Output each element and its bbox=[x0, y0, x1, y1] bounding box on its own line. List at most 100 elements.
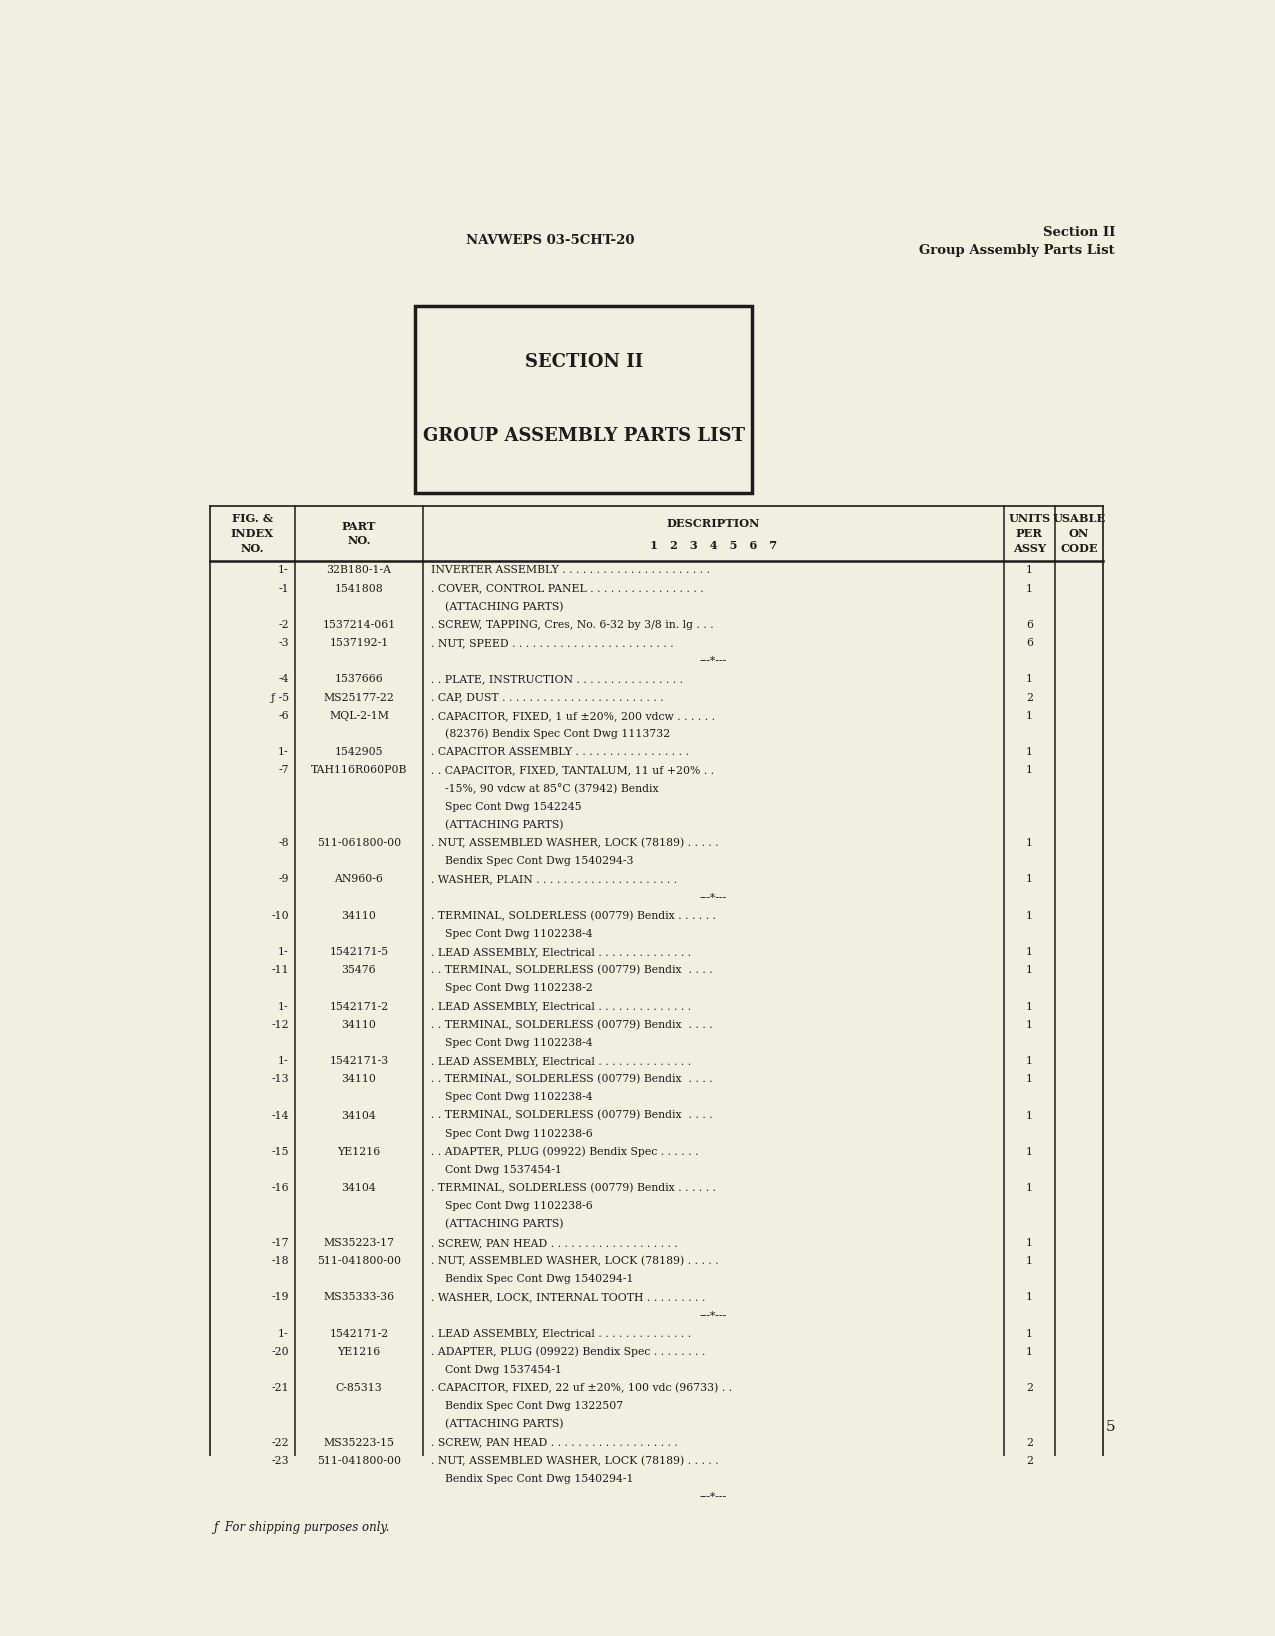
Text: DESCRIPTION: DESCRIPTION bbox=[667, 519, 760, 528]
Text: -11: -11 bbox=[272, 965, 289, 975]
Text: -8: -8 bbox=[278, 838, 289, 847]
Text: . . TERMINAL, SOLDERLESS (00779) Bendix  . . . .: . . TERMINAL, SOLDERLESS (00779) Bendix … bbox=[431, 965, 713, 975]
Text: 1: 1 bbox=[1026, 1238, 1033, 1248]
Text: 6: 6 bbox=[1026, 638, 1033, 648]
Text: . . TERMINAL, SOLDERLESS (00779) Bendix  . . . .: . . TERMINAL, SOLDERLESS (00779) Bendix … bbox=[431, 1111, 713, 1121]
Text: 1: 1 bbox=[1026, 1055, 1033, 1067]
Bar bbox=[416, 306, 752, 492]
Text: 1: 1 bbox=[1026, 911, 1033, 921]
Text: Spec Cont Dwg 1102238-6: Spec Cont Dwg 1102238-6 bbox=[431, 1129, 593, 1139]
Text: -16: -16 bbox=[272, 1183, 289, 1193]
Text: (82376) Bendix Spec Cont Dwg 1113732: (82376) Bendix Spec Cont Dwg 1113732 bbox=[431, 728, 669, 739]
Text: . LEAD ASSEMBLY, Electrical . . . . . . . . . . . . . .: . LEAD ASSEMBLY, Electrical . . . . . . … bbox=[431, 1001, 691, 1011]
Text: . WASHER, PLAIN . . . . . . . . . . . . . . . . . . . . .: . WASHER, PLAIN . . . . . . . . . . . . … bbox=[431, 874, 677, 885]
Text: 1537192-1: 1537192-1 bbox=[329, 638, 389, 648]
Text: (ATTACHING PARTS): (ATTACHING PARTS) bbox=[431, 820, 564, 829]
Text: 34110: 34110 bbox=[342, 1075, 376, 1085]
Text: 35476: 35476 bbox=[342, 965, 376, 975]
Text: . CAPACITOR, FIXED, 1 uf ±20%, 200 vdcw . . . . . .: . CAPACITOR, FIXED, 1 uf ±20%, 200 vdcw … bbox=[431, 710, 714, 721]
Text: 1: 1 bbox=[1026, 947, 1033, 957]
Text: ƒ  For shipping purposes only.: ƒ For shipping purposes only. bbox=[214, 1521, 390, 1535]
Text: -17: -17 bbox=[272, 1238, 289, 1248]
Text: Bendix Spec Cont Dwg 1540294-3: Bendix Spec Cont Dwg 1540294-3 bbox=[431, 856, 634, 865]
Text: Spec Cont Dwg 1102238-4: Spec Cont Dwg 1102238-4 bbox=[431, 1093, 593, 1103]
Text: 1: 1 bbox=[1026, 874, 1033, 885]
Text: ---*---: ---*--- bbox=[700, 1310, 727, 1320]
Text: . LEAD ASSEMBLY, Electrical . . . . . . . . . . . . . .: . LEAD ASSEMBLY, Electrical . . . . . . … bbox=[431, 1055, 691, 1067]
Text: 1-: 1- bbox=[278, 1001, 289, 1011]
Text: (ATTACHING PARTS): (ATTACHING PARTS) bbox=[431, 1420, 564, 1430]
Text: 1: 1 bbox=[1026, 1183, 1033, 1193]
Text: -22: -22 bbox=[272, 1438, 289, 1448]
Text: ---*---: ---*--- bbox=[700, 1492, 727, 1502]
Text: -15: -15 bbox=[272, 1147, 289, 1157]
Text: 1542171-2: 1542171-2 bbox=[329, 1328, 389, 1338]
Text: Cont Dwg 1537454-1: Cont Dwg 1537454-1 bbox=[431, 1165, 561, 1175]
Text: 1: 1 bbox=[1026, 674, 1033, 684]
Text: -13: -13 bbox=[272, 1075, 289, 1085]
Text: YE1216: YE1216 bbox=[338, 1147, 380, 1157]
Text: . NUT, SPEED . . . . . . . . . . . . . . . . . . . . . . . .: . NUT, SPEED . . . . . . . . . . . . . .… bbox=[431, 638, 673, 648]
Text: Spec Cont Dwg 1102238-4: Spec Cont Dwg 1102238-4 bbox=[431, 1037, 593, 1049]
Text: AN960-6: AN960-6 bbox=[334, 874, 384, 885]
Text: Spec Cont Dwg 1542245: Spec Cont Dwg 1542245 bbox=[431, 802, 581, 811]
Text: UNITS
PER
ASSY: UNITS PER ASSY bbox=[1009, 514, 1051, 553]
Text: Spec Cont Dwg 1102238-4: Spec Cont Dwg 1102238-4 bbox=[431, 929, 593, 939]
Text: 1: 1 bbox=[1026, 1292, 1033, 1302]
Text: NAVWEPS 03-5CHT-20: NAVWEPS 03-5CHT-20 bbox=[467, 234, 635, 247]
Text: 1: 1 bbox=[1026, 766, 1033, 775]
Text: 1542171-5: 1542171-5 bbox=[329, 947, 389, 957]
Text: Section II: Section II bbox=[1043, 226, 1114, 239]
Text: 511-041800-00: 511-041800-00 bbox=[317, 1456, 400, 1466]
Text: 1: 1 bbox=[1026, 1019, 1033, 1029]
Text: -1: -1 bbox=[278, 584, 289, 594]
Text: -7: -7 bbox=[278, 766, 289, 775]
Text: -14: -14 bbox=[272, 1111, 289, 1121]
Text: 1-: 1- bbox=[278, 748, 289, 757]
Text: 1: 1 bbox=[1026, 1111, 1033, 1121]
Text: . SCREW, TAPPING, Cres, No. 6-32 by 3/8 in. lg . . .: . SCREW, TAPPING, Cres, No. 6-32 by 3/8 … bbox=[431, 620, 713, 630]
Text: . CAPACITOR, FIXED, 22 uf ±20%, 100 vdc (96733) . .: . CAPACITOR, FIXED, 22 uf ±20%, 100 vdc … bbox=[431, 1382, 732, 1394]
Text: Bendix Spec Cont Dwg 1540294-1: Bendix Spec Cont Dwg 1540294-1 bbox=[431, 1474, 634, 1484]
Text: . COVER, CONTROL PANEL . . . . . . . . . . . . . . . . .: . COVER, CONTROL PANEL . . . . . . . . .… bbox=[431, 584, 704, 594]
Text: Bendix Spec Cont Dwg 1540294-1: Bendix Spec Cont Dwg 1540294-1 bbox=[431, 1274, 634, 1284]
Text: 1: 1 bbox=[1026, 710, 1033, 721]
Text: Spec Cont Dwg 1102238-2: Spec Cont Dwg 1102238-2 bbox=[431, 983, 593, 993]
Text: 1: 1 bbox=[1026, 1256, 1033, 1266]
Text: 1542905: 1542905 bbox=[334, 748, 384, 757]
Text: 511-061800-00: 511-061800-00 bbox=[317, 838, 402, 847]
Text: . . TERMINAL, SOLDERLESS (00779) Bendix  . . . .: . . TERMINAL, SOLDERLESS (00779) Bendix … bbox=[431, 1073, 713, 1085]
Text: ---*---: ---*--- bbox=[700, 893, 727, 903]
Text: ---*---: ---*--- bbox=[700, 656, 727, 666]
Text: 1   2   3   4   5   6   7: 1 2 3 4 5 6 7 bbox=[650, 540, 776, 551]
Text: GROUP ASSEMBLY PARTS LIST: GROUP ASSEMBLY PARTS LIST bbox=[423, 427, 745, 445]
Text: INVERTER ASSEMBLY . . . . . . . . . . . . . . . . . . . . . .: INVERTER ASSEMBLY . . . . . . . . . . . … bbox=[431, 566, 710, 576]
Text: MS35223-15: MS35223-15 bbox=[324, 1438, 394, 1448]
Text: 32B180-1-A: 32B180-1-A bbox=[326, 566, 391, 576]
Text: 1-: 1- bbox=[278, 566, 289, 576]
Text: 1-: 1- bbox=[278, 1328, 289, 1338]
Text: . . CAPACITOR, FIXED, TANTALUM, 11 uf +20% . .: . . CAPACITOR, FIXED, TANTALUM, 11 uf +2… bbox=[431, 766, 714, 775]
Text: 1: 1 bbox=[1026, 1147, 1033, 1157]
Text: 34104: 34104 bbox=[342, 1183, 376, 1193]
Text: 5: 5 bbox=[1105, 1420, 1114, 1433]
Text: 1: 1 bbox=[1026, 838, 1033, 847]
Text: C-85313: C-85313 bbox=[335, 1382, 382, 1394]
Text: -2: -2 bbox=[278, 620, 289, 630]
Text: ƒ -5: ƒ -5 bbox=[270, 692, 289, 702]
Text: 2: 2 bbox=[1026, 1438, 1033, 1448]
Text: 1: 1 bbox=[1026, 1328, 1033, 1338]
Text: -6: -6 bbox=[278, 710, 289, 721]
Text: . ADAPTER, PLUG (09922) Bendix Spec . . . . . . . .: . ADAPTER, PLUG (09922) Bendix Spec . . … bbox=[431, 1346, 705, 1358]
Text: USABLE
ON
CODE: USABLE ON CODE bbox=[1052, 514, 1105, 553]
Text: Bendix Spec Cont Dwg 1322507: Bendix Spec Cont Dwg 1322507 bbox=[431, 1402, 622, 1412]
Text: . . PLATE, INSTRUCTION . . . . . . . . . . . . . . . .: . . PLATE, INSTRUCTION . . . . . . . . .… bbox=[431, 674, 682, 684]
Text: Group Assembly Parts List: Group Assembly Parts List bbox=[919, 244, 1114, 257]
Text: -21: -21 bbox=[272, 1382, 289, 1394]
Text: (ATTACHING PARTS): (ATTACHING PARTS) bbox=[431, 602, 564, 612]
Text: . NUT, ASSEMBLED WASHER, LOCK (78189) . . . . .: . NUT, ASSEMBLED WASHER, LOCK (78189) . … bbox=[431, 838, 718, 847]
Text: 511-041800-00: 511-041800-00 bbox=[317, 1256, 400, 1266]
Text: Spec Cont Dwg 1102238-6: Spec Cont Dwg 1102238-6 bbox=[431, 1201, 593, 1211]
Text: -4: -4 bbox=[278, 674, 289, 684]
Text: 1542171-3: 1542171-3 bbox=[329, 1055, 389, 1067]
